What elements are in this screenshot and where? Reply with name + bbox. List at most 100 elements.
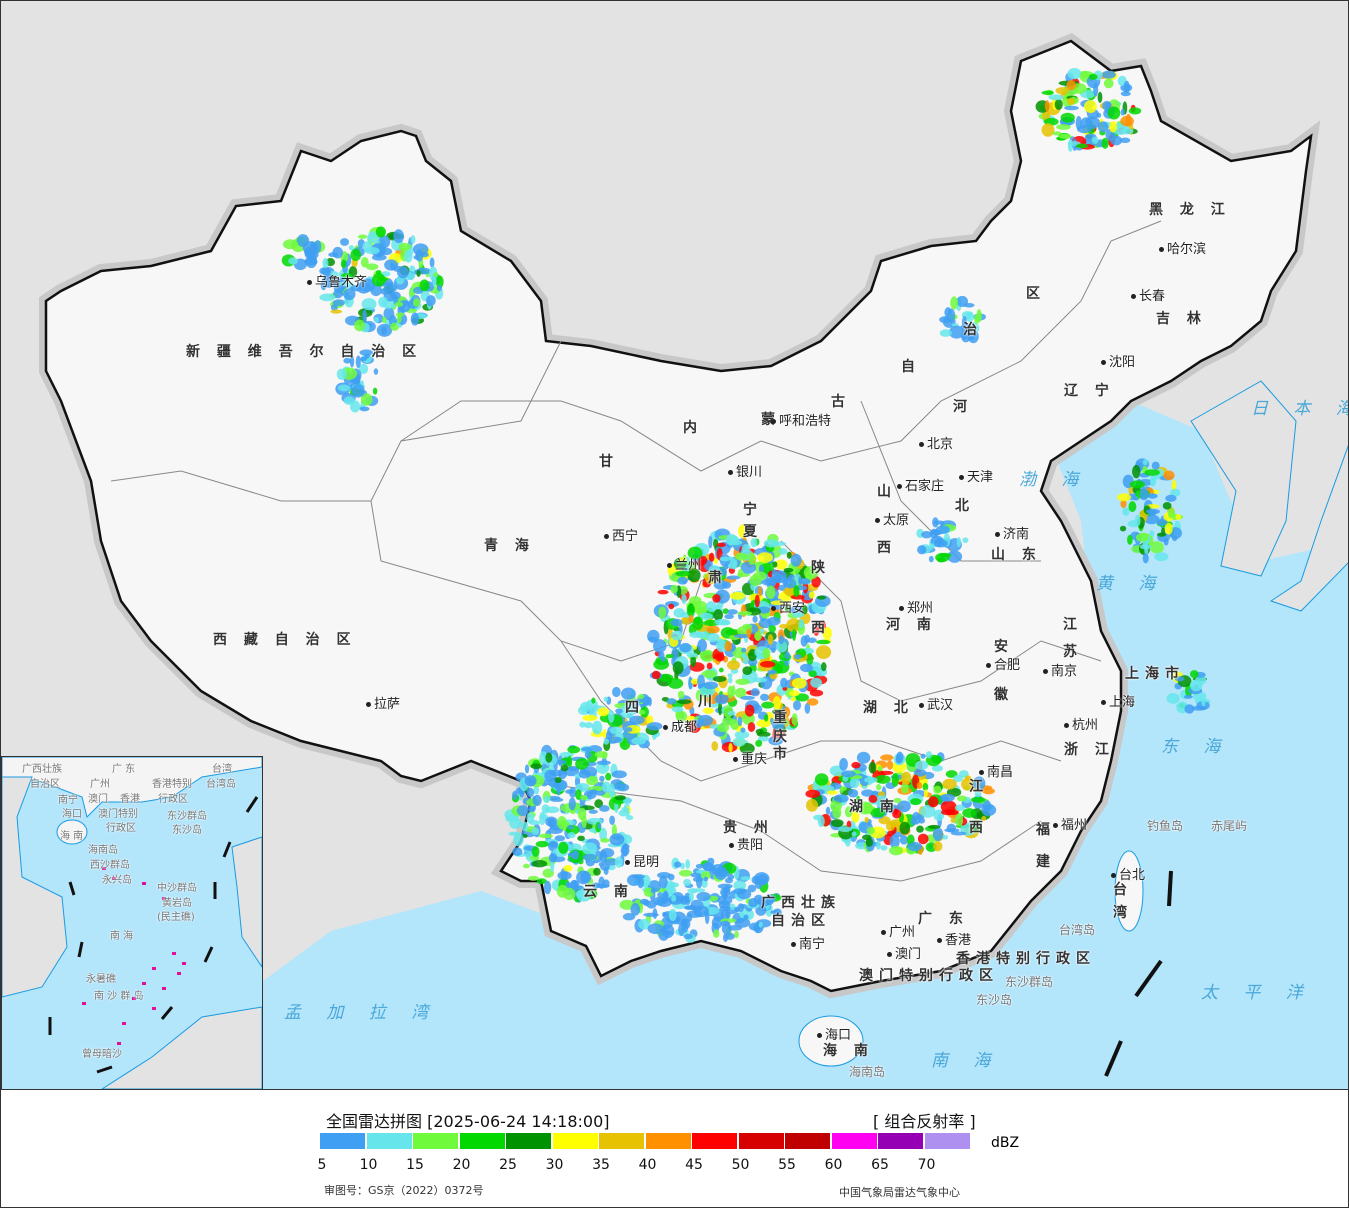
echo-cell: [647, 923, 664, 935]
product-type: [ 组合反射率 ]: [873, 1112, 976, 1131]
echo-cell: [741, 647, 747, 653]
echo-cell: [679, 642, 692, 653]
echo-cell: [711, 741, 719, 751]
echo-cell: [767, 669, 777, 675]
city-label: 昆明: [625, 851, 659, 870]
tick-label: 30: [545, 1157, 564, 1173]
province-label: 治: [963, 322, 983, 338]
echo-cell: [727, 609, 738, 615]
echo-cell: [362, 309, 367, 324]
echo-cell: [536, 878, 547, 885]
echo-cell: [646, 900, 657, 909]
echo-cell: [741, 544, 751, 553]
province-label: 新 疆 维 吾 尔 自 治 区: [186, 344, 423, 360]
echo-cell: [713, 557, 718, 565]
echo-cell: [925, 751, 932, 759]
echo-cell: [575, 758, 589, 770]
echo-cell: [282, 239, 299, 250]
echo-cell: [623, 797, 632, 805]
sea-label: 南 海: [931, 1051, 1001, 1071]
echo-cell: [548, 853, 558, 863]
inset-philippines: [231, 836, 262, 968]
echo-cell: [950, 831, 967, 836]
echo-cell: [549, 797, 564, 802]
echo-cell: [764, 714, 769, 722]
echo-cell: [330, 304, 338, 312]
echo-cell: [748, 898, 759, 908]
echo-cell: [1142, 553, 1149, 564]
echo-cell: [1166, 693, 1180, 704]
echo-cell: [715, 869, 730, 878]
china-radar-map[interactable]: 新 疆 维 吾 尔 自 治 区西 藏 自 治 区青 海甘肃内蒙古自治区黑 龙 江…: [1, 1, 1348, 1089]
inset-canvas: [2, 757, 262, 1089]
echo-cell: [661, 924, 675, 938]
city-label: 哈尔滨: [1159, 238, 1206, 257]
sea-label: 孟 加 拉 湾: [284, 1003, 439, 1023]
echo-cell: [668, 603, 675, 610]
color-swatch: [506, 1133, 551, 1149]
echo-cell: [359, 356, 368, 362]
echo-cell: [1143, 514, 1160, 525]
echo-cell: [1103, 78, 1114, 89]
echo-cell: [658, 651, 665, 660]
echo-cell: [750, 538, 758, 548]
echo-cell: [1168, 508, 1175, 519]
echo-cell: [304, 258, 318, 266]
island-label: 赤尾屿: [1211, 819, 1248, 833]
echo-cell: [603, 738, 610, 745]
echo-cell: [887, 830, 894, 837]
echo-cell: [800, 635, 808, 647]
echo-cell: [755, 919, 772, 928]
echo-cell: [876, 840, 881, 850]
echo-cell: [557, 815, 567, 830]
echo-cell: [895, 754, 901, 764]
echo-cell: [815, 645, 832, 660]
echo-cell: [721, 922, 732, 935]
echo-cell: [851, 761, 861, 769]
echo-cell: [621, 806, 630, 813]
echo-cell: [683, 617, 688, 622]
echo-cell: [1120, 91, 1131, 97]
echo-cell: [697, 639, 708, 652]
city-label: 南宁: [791, 933, 825, 952]
tick-label: 45: [685, 1157, 703, 1173]
inset-label: 南 沙 群 岛: [94, 991, 144, 1002]
echo-cell: [1172, 535, 1178, 542]
echo-cell: [737, 903, 744, 913]
echo-cell: [962, 537, 969, 544]
echo-cell: [543, 880, 552, 895]
inset-label: 台湾岛: [206, 779, 236, 790]
province-label: 江: [1063, 617, 1083, 633]
echo-cell: [1041, 90, 1054, 95]
echo-cell: [672, 661, 684, 675]
echo-cell: [529, 807, 535, 813]
echo-cell: [567, 824, 574, 830]
echo-cell: [1135, 533, 1149, 542]
echo-cell: [667, 678, 684, 689]
echo-cell: [634, 698, 645, 703]
echo-cell: [910, 798, 922, 806]
echo-cell: [665, 654, 674, 659]
echo-cell: [826, 790, 838, 795]
echo-cell: [916, 825, 924, 833]
province-label: 徽: [994, 687, 1014, 703]
echo-cell: [670, 584, 678, 594]
echo-cell: [1134, 514, 1141, 527]
echo-cell: [412, 298, 421, 307]
echo-cell: [737, 716, 743, 727]
inset-label: 中沙群岛: [157, 883, 197, 894]
echo-cell: [760, 693, 769, 701]
echo-cell: [778, 635, 785, 645]
echo-cell: [646, 722, 663, 731]
echo-cell: [783, 706, 791, 718]
inset-hainan: [56, 819, 88, 845]
echo-cell: [419, 279, 430, 292]
echo-cell: [772, 561, 778, 568]
echo-cell: [981, 803, 997, 816]
inset-label: 香港特别: [152, 779, 192, 790]
tick-label: 40: [638, 1157, 657, 1173]
city-label: 西宁: [604, 525, 638, 544]
echo-cell: [708, 535, 713, 549]
radar-echoes: [281, 68, 1211, 943]
